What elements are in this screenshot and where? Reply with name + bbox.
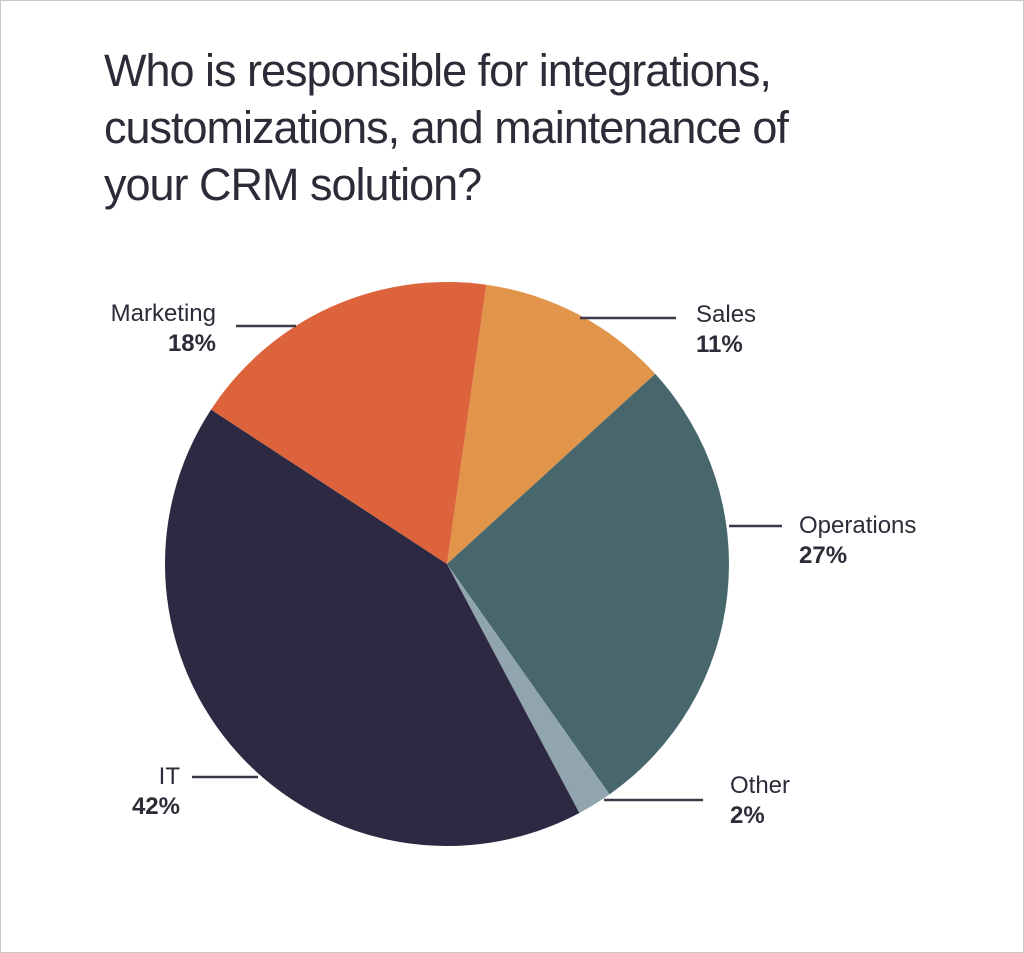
- title-line-1: Who is responsible for integrations,: [104, 45, 772, 96]
- label-sales-name: Sales: [696, 301, 757, 328]
- label-sales: Sales 11%: [696, 300, 756, 360]
- label-other: Other 2%: [730, 771, 790, 831]
- label-other-name: Other: [730, 772, 791, 799]
- title-line-3: your CRM solution?: [104, 159, 482, 210]
- pie-slice-operations: [447, 373, 729, 795]
- label-it-name: IT: [158, 763, 180, 790]
- label-marketing: Marketing 18%: [60, 299, 216, 359]
- pie-slice-other: [447, 564, 610, 813]
- label-it: IT 42%: [60, 762, 180, 822]
- pie-slice-marketing: [211, 281, 487, 564]
- pie-slices: [165, 281, 729, 846]
- title-line-2: customizations, and maintenance of: [104, 102, 789, 153]
- pie-slice-it: [165, 409, 580, 846]
- chart-title: Who is responsible for integrations, cus…: [104, 42, 924, 213]
- label-other-pct: 2%: [730, 802, 765, 829]
- pie-slice-sales: [447, 284, 656, 564]
- label-marketing-pct: 18%: [167, 330, 216, 357]
- label-operations-name: Operations: [799, 512, 917, 539]
- label-operations: Operations 27%: [799, 511, 916, 571]
- label-it-pct: 42%: [131, 793, 180, 820]
- leader-lines: [192, 316, 782, 802]
- label-operations-pct: 27%: [799, 542, 848, 569]
- label-marketing-name: Marketing: [110, 300, 216, 327]
- label-sales-pct: 11%: [696, 331, 743, 358]
